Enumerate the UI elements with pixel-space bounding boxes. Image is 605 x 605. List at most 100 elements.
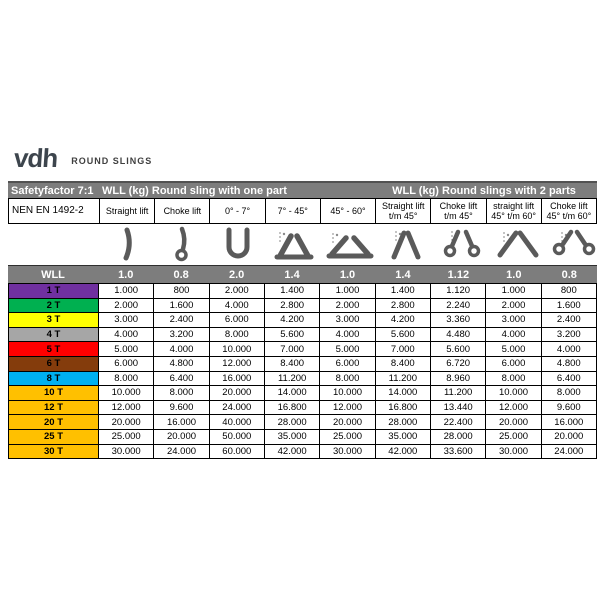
wll-value-cell: 30.000 [485,444,541,459]
brand-header: vdh ROUND SLINGS [12,143,152,173]
one-part-header: WLL (kg) Round sling with one part [102,184,287,197]
load-factor: 2.0 [228,268,245,281]
wll-value-cell: 8.000 [153,386,209,400]
straight-lift-icon [98,224,154,265]
wll-value-cell: 6.000 [319,356,375,371]
table-row: 10 T 10.000 8.000 20.000 14.000 10.000 14.000 1… [9,385,596,400]
wll-value-cell: 3.360 [429,313,486,327]
wll-value-cell: 4.800 [153,356,209,371]
table-row: 8 T 8.000 6.400 16.000 11.200 8.000 11.200 8.96… [9,370,596,386]
table-row: 20 T 20.000 16.000 40.000 28.000 20.000 28.000… [9,414,596,429]
wll-value-cell: 800 [540,284,596,298]
wll-value-cell: 28.000 [263,415,320,429]
wll-value-cell: 9.600 [540,400,596,415]
wll-value-cell: 2.000 [485,298,541,313]
load-factor: 0.8 [173,268,189,281]
wll-value-cell: 12.000 [208,356,264,371]
wll-row-label: 5 T [9,342,98,356]
wll-row-label: 10 T [9,386,98,400]
wll-value-cell: 28.000 [429,429,486,444]
wll-value-cell: 11.200 [429,386,486,400]
column-header: Choke lift 45° t/m 60° [540,199,596,223]
wll-value-cell: 1.000 [98,284,154,298]
wll-value-cell: 7.000 [374,342,430,356]
wll-value-cell: 2.000 [319,298,375,313]
column-header: 45° - 60° [319,199,375,223]
wll-value-cell: 24.000 [208,400,264,415]
wll-row-label: 12 T [9,400,98,415]
table-row: 25 T 25.000 20.000 50.000 35.000 25.000 35.000… [9,428,596,444]
wll-value-cell: 16.800 [263,400,320,415]
wll-value-cell: 6.000 [98,356,154,371]
table-row: 5 T 5.000 4.000 10.000 7.000 5.000 7.000 5.600 5… [9,341,596,356]
wll-value-cell: 42.000 [263,444,320,459]
wll-value-cell: 5.600 [429,342,486,356]
column-header: Straight lift [99,199,154,223]
wll-value-cell: 4.800 [540,356,596,371]
wll-value-cell: 9.600 [153,400,209,415]
wll-value-cell: 11.200 [263,371,320,386]
wll-value-cell: 30.000 [319,444,375,459]
wll-value-cell: 8.000 [98,371,154,386]
basket-45-60-icon [322,224,378,265]
wll-value-cell: 14.000 [374,386,430,400]
wll-value-cell: 60.000 [208,444,264,459]
wll-row-label: 1 T [9,284,98,298]
wll-value-cell: 2.800 [263,298,320,313]
wll-value-cell: 7.000 [263,342,320,356]
wll-row-label: 8 T [9,371,98,386]
wll-value-cell: 1.400 [374,284,430,298]
safety-factor-label: Safetyfactor 7:1 [11,184,94,197]
wll-value-cell: 8.000 [540,386,596,400]
wll-value-cell: 2.000 [208,284,264,298]
wll-value-cell: 4.200 [263,313,320,327]
basket-0-7-icon [210,224,266,265]
wll-value-cell: 30.000 [98,444,154,459]
vdh-logo: vdh [12,143,59,173]
wll-value-cell: 4.000 [98,327,154,342]
wll-value-cell: 28.000 [374,415,430,429]
column-header: Straight lift t/m 45° [375,199,430,223]
wll-row-label: 20 T [9,415,98,429]
wll-value-cell: 20.000 [319,415,375,429]
column-header-row: NEN EN 1492-2 Straight lift Choke lift 0… [8,198,597,224]
table-body: 1 T 1.000 800 2.000 1.400 1.000 1.400 1.120 1.00… [8,283,597,460]
wll-value-cell: 3.200 [540,327,596,342]
icon-spacer [8,224,98,265]
table-row: 3 T 3.000 2.400 6.000 4.200 3.000 4.200 3.360 3.… [9,312,596,327]
wll-value-cell: 16.000 [208,371,264,386]
wll-value-cell: 24.000 [153,444,209,459]
wll-value-cell: 5.000 [319,342,375,356]
wll-value-cell: 35.000 [374,429,430,444]
two-part-choke-60-icon [546,224,602,265]
table-top-header: Safetyfactor 7:1 WLL (kg) Round sling wi… [8,181,597,198]
wll-value-cell: 1.600 [540,298,596,313]
wll-value-cell: 33.600 [429,444,486,459]
wll-value-cell: 24.000 [540,444,596,459]
load-factor: 1.0 [339,268,356,281]
wll-value-cell: 25.000 [98,429,154,444]
wll-value-cell: 4.200 [374,313,430,327]
wll-value-cell: 4.000 [208,298,264,313]
wll-value-cell: 8.000 [319,371,375,386]
wll-value-cell: 1.120 [429,284,486,298]
table-row: 6 T 6.000 4.800 12.000 8.400 6.000 8.400 6.720 6… [9,355,596,371]
wll-value-cell: 10.000 [319,386,375,400]
wll-value-cell: 16.000 [153,415,209,429]
wll-value-cell: 5.600 [263,327,320,342]
wll-value-cell: 16.000 [540,415,596,429]
wll-value-cell: 8.400 [263,356,320,371]
load-factor: 1.0 [118,268,134,281]
wll-value-cell: 1.600 [153,298,209,313]
wll-header-label: WLL [41,268,65,281]
wll-value-cell: 6.400 [540,371,596,386]
load-factor: 1.0 [506,268,522,281]
wll-value-cell: 8.960 [429,371,486,386]
wll-value-cell: 20.000 [485,415,541,429]
wll-value-cell: 1.400 [263,284,320,298]
wll-row-label: 25 T [9,429,98,444]
wll-value-cell: 10.000 [98,386,154,400]
wll-value-cell: 3.200 [153,327,209,342]
wll-value-cell: 11.200 [374,371,430,386]
